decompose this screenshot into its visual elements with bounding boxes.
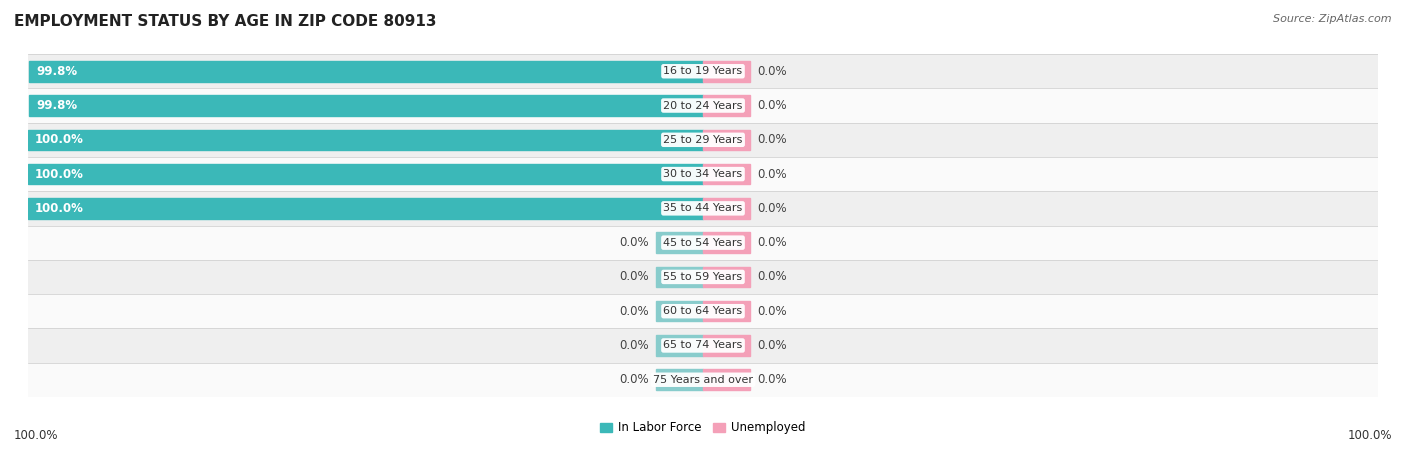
Bar [655,301,703,322]
Text: 0.0%: 0.0% [756,65,786,78]
Text: 0.0%: 0.0% [756,305,786,318]
Bar [28,328,1378,363]
Bar [28,129,703,150]
Bar [703,232,751,253]
Text: EMPLOYMENT STATUS BY AGE IN ZIP CODE 80913: EMPLOYMENT STATUS BY AGE IN ZIP CODE 809… [14,14,436,28]
Text: 0.0%: 0.0% [756,99,786,112]
Bar [28,164,703,184]
Bar [28,226,1378,260]
Bar [703,95,751,116]
Text: 0.0%: 0.0% [756,133,786,146]
Bar [28,88,1378,123]
Bar [655,232,703,253]
Text: 0.0%: 0.0% [620,373,650,386]
Text: 0.0%: 0.0% [756,202,786,215]
Bar [703,369,751,390]
Bar [28,54,1378,88]
Text: 100.0%: 100.0% [35,133,84,146]
Text: 100.0%: 100.0% [35,168,84,180]
Text: 55 to 59 Years: 55 to 59 Years [664,272,742,282]
Text: 0.0%: 0.0% [756,168,786,180]
Text: 100.0%: 100.0% [1347,429,1392,442]
Text: 0.0%: 0.0% [620,236,650,249]
Text: 0.0%: 0.0% [756,271,786,283]
Text: 35 to 44 Years: 35 to 44 Years [664,203,742,213]
Bar [28,123,1378,157]
Text: 45 to 54 Years: 45 to 54 Years [664,238,742,248]
Text: 30 to 34 Years: 30 to 34 Years [664,169,742,179]
Bar [655,335,703,356]
Text: 0.0%: 0.0% [756,236,786,249]
Bar [703,301,751,322]
Bar [30,61,703,82]
Bar [28,191,1378,226]
Bar [655,267,703,287]
Text: 25 to 29 Years: 25 to 29 Years [664,135,742,145]
Text: 100.0%: 100.0% [35,202,84,215]
Text: 0.0%: 0.0% [756,339,786,352]
Text: 60 to 64 Years: 60 to 64 Years [664,306,742,316]
Text: 0.0%: 0.0% [620,271,650,283]
Text: 16 to 19 Years: 16 to 19 Years [664,66,742,76]
Bar [28,294,1378,328]
Text: 99.8%: 99.8% [37,99,77,112]
Bar [28,363,1378,397]
Bar [30,95,703,116]
Legend: In Labor Force, Unemployed: In Labor Force, Unemployed [596,417,810,439]
Text: 99.8%: 99.8% [37,65,77,78]
Bar [655,369,703,390]
Text: Source: ZipAtlas.com: Source: ZipAtlas.com [1274,14,1392,23]
Bar [703,335,751,356]
Text: 0.0%: 0.0% [620,339,650,352]
Bar [703,267,751,287]
Bar [28,198,703,219]
Bar [703,164,751,184]
Text: 0.0%: 0.0% [756,373,786,386]
Text: 65 to 74 Years: 65 to 74 Years [664,341,742,350]
Bar [703,129,751,150]
Bar [28,157,1378,191]
Text: 0.0%: 0.0% [620,305,650,318]
Text: 75 Years and over: 75 Years and over [652,375,754,385]
Text: 20 to 24 Years: 20 to 24 Years [664,101,742,110]
Bar [703,198,751,219]
Bar [28,260,1378,294]
Bar [703,61,751,82]
Text: 100.0%: 100.0% [14,429,59,442]
